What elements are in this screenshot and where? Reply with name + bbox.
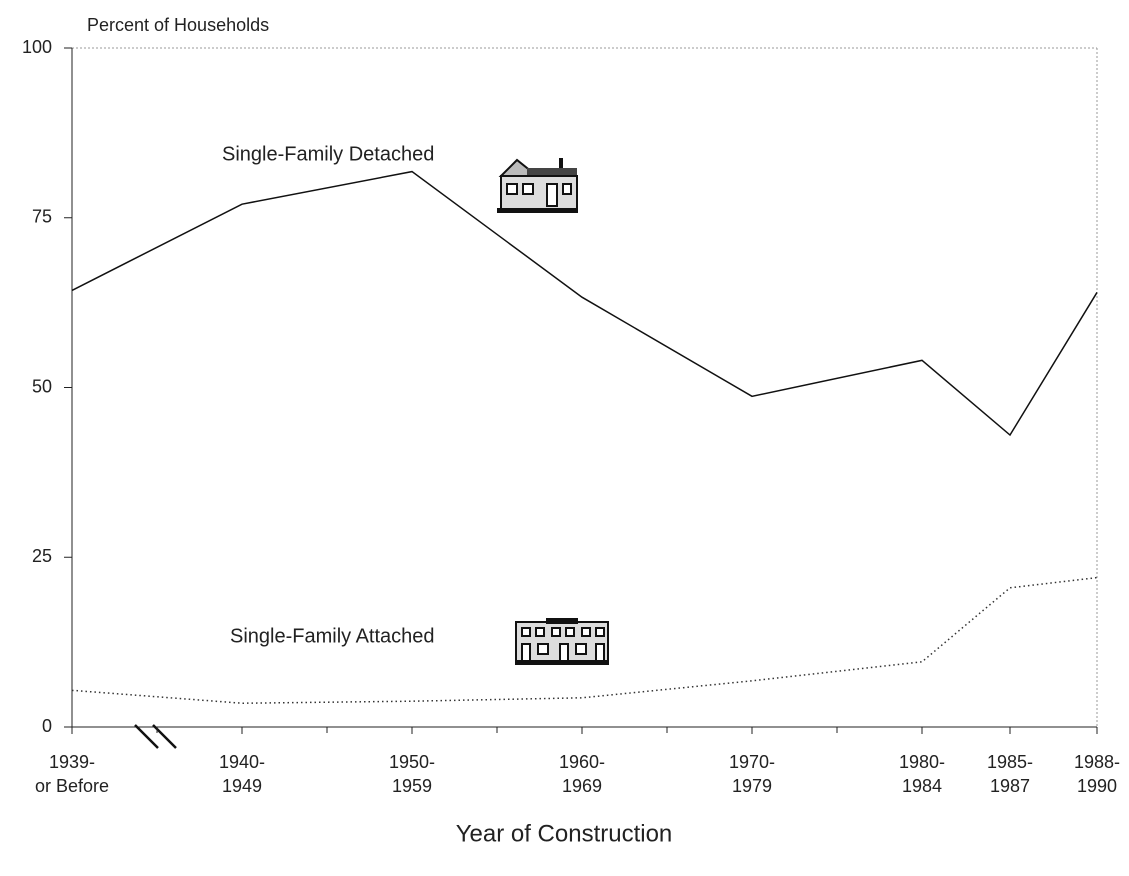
y-tick-label: 50 [32, 376, 52, 396]
attached-house-icon [515, 618, 609, 665]
series-line [71, 170, 1098, 437]
x-axis-label: Year of Construction [456, 820, 673, 847]
x-tick-label: 1950- 1959 [388, 752, 436, 796]
axis-break [134, 724, 177, 749]
x-tick-label: 1988- 1990 [1073, 752, 1121, 796]
detached-house-icon [497, 158, 578, 213]
y-tick-label: 100 [22, 37, 52, 57]
y-axis-label: Percent of Households [87, 15, 269, 35]
x-tick-label: 1960- 1969 [558, 752, 606, 796]
x-tick-label: 1970- 1979 [728, 752, 776, 796]
x-tick-label: 1940- 1949 [218, 752, 266, 796]
y-tick-label: 75 [32, 207, 52, 227]
x-tick-label: 1985- 1987 [986, 752, 1034, 796]
x-tick-label: 1939- or Before [34, 752, 110, 796]
x-tick-label: 1980- 1984 [898, 752, 946, 796]
series-label: Single-Family Detached [222, 143, 434, 165]
series-label: Single-Family Attached [230, 625, 435, 647]
y-tick-label: 25 [32, 546, 52, 566]
series-line [71, 576, 1098, 704]
y-tick-label: 0 [42, 716, 52, 736]
